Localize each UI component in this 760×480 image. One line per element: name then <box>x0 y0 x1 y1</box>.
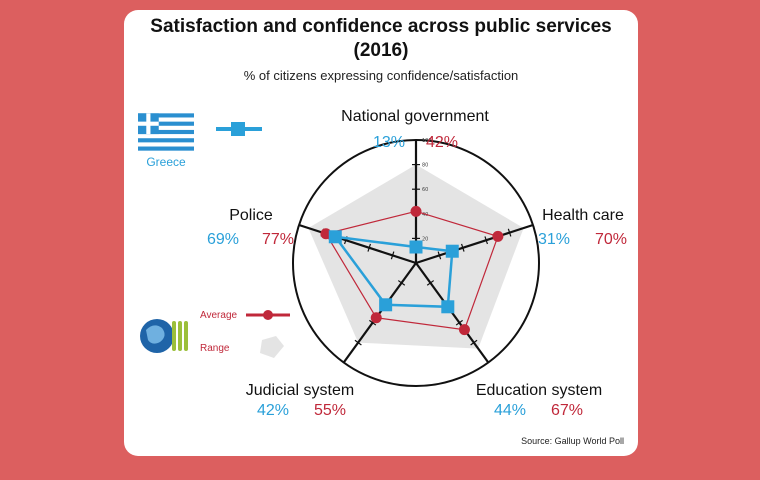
source-note: Source: Gallup World Poll <box>521 436 624 446</box>
average-data-point <box>492 230 504 242</box>
radial-tick-label: 40 <box>422 212 428 218</box>
greece-value-label: 69% <box>207 231 239 248</box>
greece-data-point <box>445 244 459 258</box>
greece-data-point <box>441 300 455 314</box>
radar-tick-mark <box>426 280 435 286</box>
chart-title-line2: (2016) <box>353 40 409 61</box>
average-data-point <box>458 324 470 336</box>
greece-data-point <box>379 298 393 312</box>
radar-tick-mark <box>484 236 488 245</box>
legend-greece-marker <box>216 122 262 136</box>
axis-label-national-government: National government <box>341 108 489 125</box>
greece-data-point <box>328 230 342 244</box>
greece-data-point <box>409 240 423 254</box>
radial-tick-label: 20 <box>422 236 428 242</box>
oecd-globe-logo-icon <box>140 319 188 353</box>
average-value-label: 77% <box>262 231 294 248</box>
radar-tick-mark <box>507 228 512 237</box>
radar-tick-mark <box>369 319 377 326</box>
average-data-point <box>410 205 422 217</box>
chart-title-line1: Satisfaction and confidence across publi… <box>150 16 612 37</box>
greece-value-label: 42% <box>257 402 289 419</box>
axis-label-education-system: Education system <box>476 382 602 399</box>
average-series-line <box>324 210 499 331</box>
greece-value-label: 13% <box>373 134 405 151</box>
average-data-point <box>370 312 382 324</box>
radar-tick-mark <box>390 251 395 260</box>
average-value-label: 67% <box>551 402 583 419</box>
legend-greece-label: Greece <box>146 155 186 169</box>
legend-range-swatch <box>260 336 284 358</box>
radar-tick-mark <box>455 319 463 326</box>
radial-tick-label: 60 <box>422 187 428 193</box>
average-value-label: 70% <box>595 231 627 248</box>
radar-tick-mark <box>470 339 478 346</box>
average-data-point <box>320 228 332 240</box>
average-value-label: 55% <box>314 402 346 419</box>
chart-card: Satisfaction and confidence across publi… <box>124 10 638 456</box>
radar-axis-line <box>342 262 417 364</box>
axis-label-police: Police <box>229 207 273 224</box>
radar-axis-line <box>298 223 417 265</box>
radar-tick-mark <box>397 280 406 286</box>
legend-average-marker <box>246 310 290 320</box>
legend-average-label: Average <box>200 310 238 321</box>
greek-flag-icon <box>138 113 194 151</box>
chart-subtitle: % of citizens expressing confidence/sati… <box>243 68 519 83</box>
legend-range-label: Range <box>200 343 230 354</box>
axis-label-judicial-system: Judicial system <box>246 382 354 399</box>
average-value-label: 42% <box>426 134 458 151</box>
radial-tick-label: 100 <box>422 138 432 144</box>
radar-tick-mark <box>354 339 362 346</box>
radar-axis-line <box>415 223 534 265</box>
greece-value-label: 44% <box>494 402 526 419</box>
radar-tick-mark <box>437 251 442 260</box>
radar-tick-mark <box>460 243 465 252</box>
radial-tick-label: 80 <box>422 163 428 169</box>
greece-value-label: 31% <box>538 231 570 248</box>
radar-tick-mark <box>367 243 372 252</box>
axis-label-health-care: Health care <box>542 207 624 224</box>
